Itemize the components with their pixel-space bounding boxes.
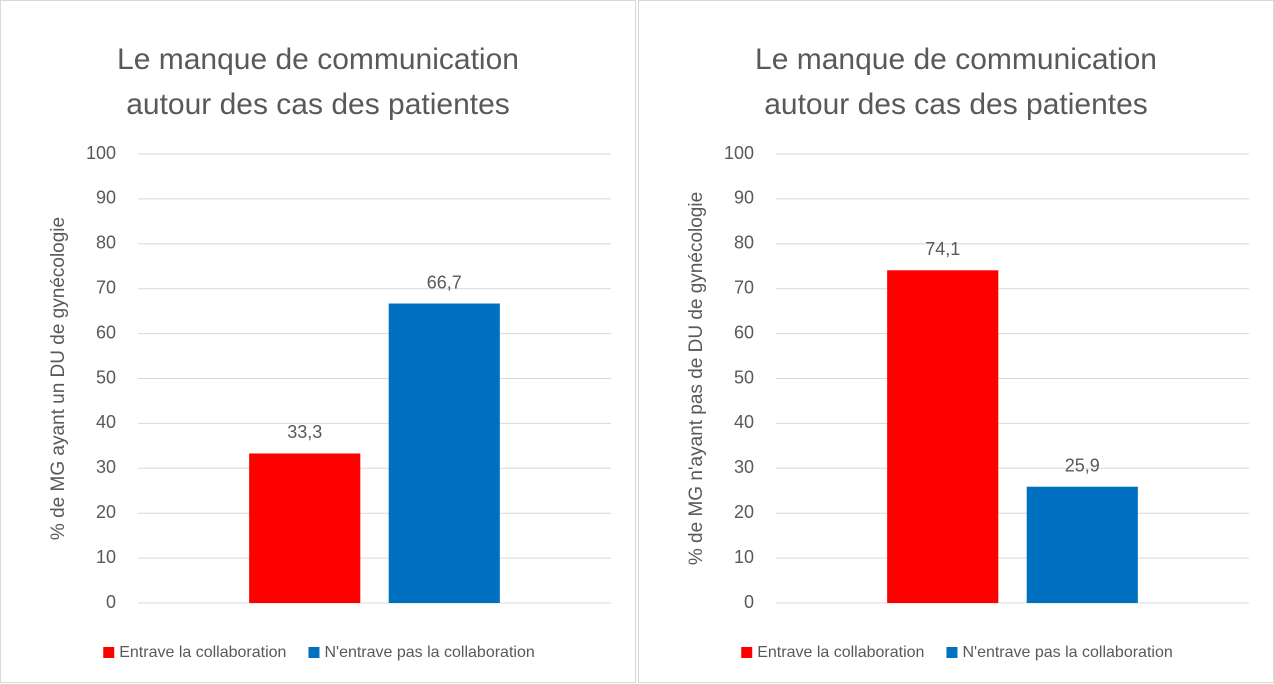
y-tick-label: 20 [734,502,754,522]
y-tick-label: 10 [734,547,754,567]
y-tick-label: 50 [96,367,116,387]
y-tick-label: 40 [96,412,116,432]
legend-swatch [308,647,320,658]
chart-panel: Le manque de communication autour des ca… [638,0,1274,683]
bar [249,453,361,603]
legend-label: N'entrave pas la collaboration [962,644,1172,661]
bar [1026,486,1138,603]
y-tick-label: 30 [96,457,116,477]
y-axis-label: % de MG ayant un DU de gynécologie [48,217,69,540]
bar [388,303,500,603]
y-tick-label: 90 [96,188,116,208]
legend-swatch [103,647,115,658]
y-tick-label: 100 [724,143,754,163]
data-label: 33,3 [287,422,322,442]
y-tick-label: 10 [96,547,116,567]
y-tick-label: 60 [734,322,754,342]
legend-swatch [946,647,958,658]
y-tick-label: 40 [734,412,754,432]
legend-label: Entrave la collaboration [757,644,924,661]
bar [887,270,999,603]
y-tick-label: 0 [744,592,754,612]
y-tick-label: 90 [734,188,754,208]
legend-label: N'entrave pas la collaboration [324,644,534,661]
chart: 0 10 20 30 40 50 60 70 80 90 100 % de MG n'ayant pa… [686,143,1249,661]
y-tick-label: 70 [96,277,116,297]
chart-title: Le manque de communication autour des ca… [117,43,519,121]
legend-label: Entrave la collaboration [119,644,286,661]
y-tick-label: 30 [734,457,754,477]
data-label: 66,7 [427,272,462,292]
data-label: 74,1 [925,239,960,259]
legend-swatch [741,647,753,658]
y-tick-label: 80 [734,233,754,253]
y-axis-label: % de MG n'ayant pas de DU de gynécologie [686,192,707,565]
y-tick-label: 50 [734,367,754,387]
y-tick-label: 20 [96,502,116,522]
chart-panel: Le manque de communication autour des ca… [0,0,636,683]
data-label: 25,9 [1065,455,1100,475]
chart-title: Le manque de communication autour des ca… [755,43,1157,121]
y-tick-label: 80 [96,233,116,253]
y-tick-label: 60 [96,322,116,342]
y-tick-label: 100 [86,143,116,163]
y-tick-label: 0 [106,592,116,612]
y-tick-label: 70 [734,277,754,297]
chart: 0 10 20 30 40 50 60 70 80 90 100 % de MG ayant un D… [48,143,611,661]
